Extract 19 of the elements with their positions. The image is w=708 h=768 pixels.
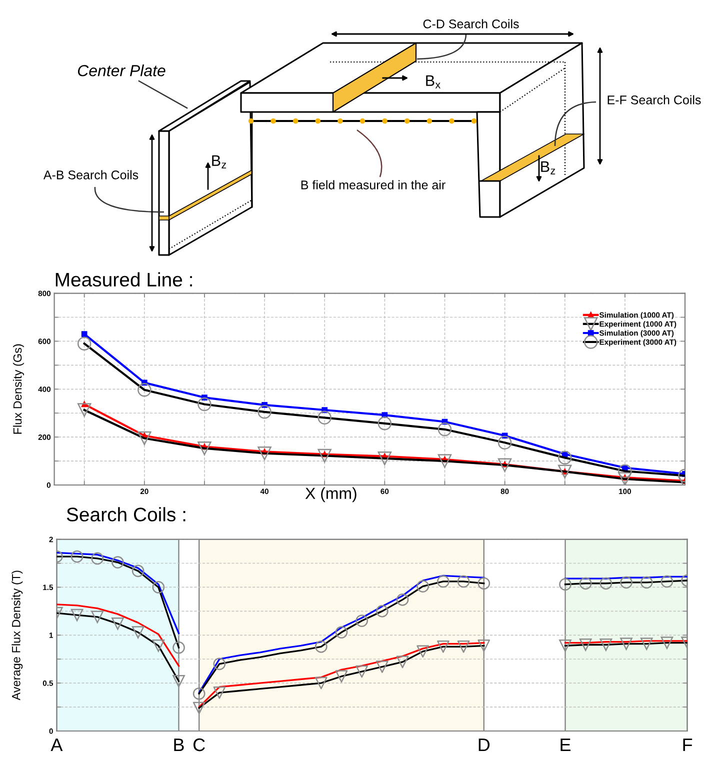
x-tick-label: F: [683, 738, 692, 752]
x-tick-label: D: [478, 738, 490, 752]
x-tick-label: E: [560, 738, 570, 752]
y-axis-title: Flux Density (Gs): [13, 344, 24, 434]
text: B$_{x}$: [426, 75, 440, 88]
x-tick-label: B: [174, 738, 184, 752]
text: C-D Search Coils: [423, 19, 519, 28]
x-axis-title: X (mm): [305, 487, 356, 502]
text: B$_{z}$: [541, 161, 556, 174]
x-tick-label: C: [193, 738, 205, 752]
text: B$_{z}$: [212, 155, 226, 168]
chart-title: Search Coils :: [66, 507, 186, 522]
text: B field measured in the air: [301, 180, 446, 190]
text: A-B Search Coils: [43, 170, 138, 180]
x-tick-label: A: [50, 738, 63, 752]
y-axis-title: Average Flux Density (T): [12, 570, 23, 700]
chart-title: Measured Line :: [56, 272, 192, 287]
text: E-F Search Coils: [608, 95, 701, 104]
text: Center Plate: [78, 64, 166, 76]
